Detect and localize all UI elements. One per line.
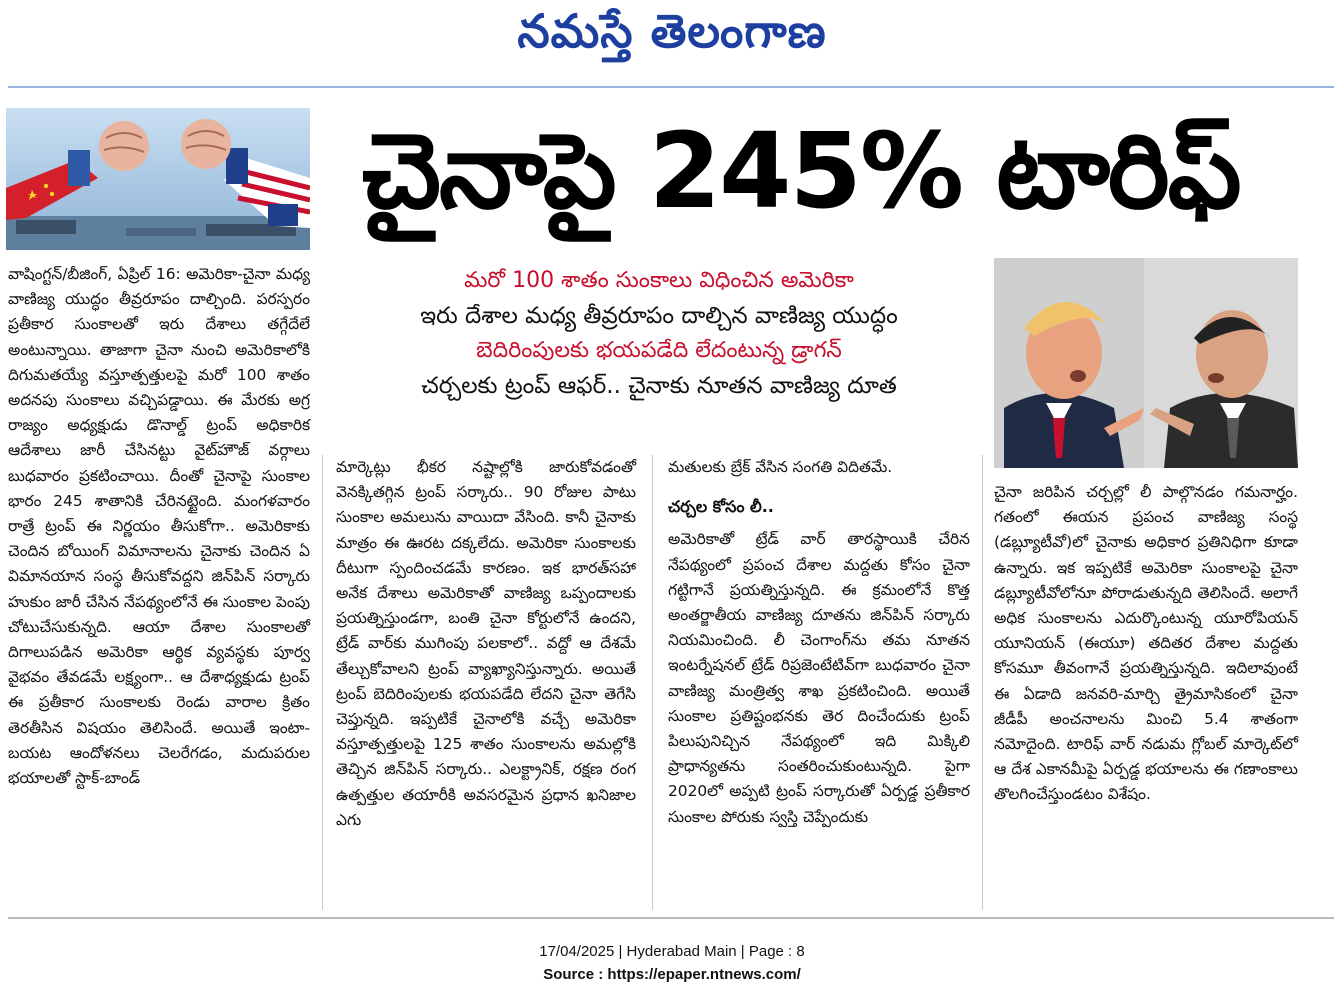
main-headline: చైనాపై 245% టారిఫ్ xyxy=(362,110,1242,232)
masthead-divider xyxy=(8,86,1334,88)
edition-info: 17/04/2025 | Hyderabad Main | Page : 8 xyxy=(539,943,805,960)
source-link[interactable]: Source : https://epaper.ntnews.com/ xyxy=(543,966,801,983)
column-3-intro: మతులకు బ్రేక్ వేసిన సంగతి విదితమే. xyxy=(668,458,893,476)
deck-line-2: ఇరు దేశాల మధ్య తీవ్రరూపం దాల్చిన వాణిజ్య… xyxy=(420,303,898,329)
sub-headlines: మరో 100 శాతం సుంకాలు విధించిన అమెరికా ఇర… xyxy=(334,264,984,404)
deck-line-1: మరో 100 శాతం సుంకాలు విధించిన అమెరికా xyxy=(464,268,854,293)
article-column-4: చైనా జరిపిన చర్చల్లో లీ పాల్గొనడం గమనార్… xyxy=(994,480,1298,808)
deck-line-3: బెదిరింపులకు భయపడేది లేదంటున్న డ్రాగన్ xyxy=(476,338,842,363)
article-column-3: మతులకు బ్రేక్ వేసిన సంగతి విదితమే. చర్చల… xyxy=(668,455,970,830)
leaders-photo xyxy=(994,258,1298,468)
article-column-1: వాషింగ్టన్/బీజింగ్, ఏప్రిల్ 16: అమెరికా-… xyxy=(8,262,310,791)
column-2-text: మార్కెట్లు భీకర నష్టాల్లోకి జారుకోవడంతో … xyxy=(336,458,636,829)
deck-line-4: చర్చలకు ట్రంప్ ఆఫర్.. చైనాకు నూతన వాణిజ్… xyxy=(421,373,897,399)
column-1-text: వాషింగ్టన్/బీజింగ్, ఏప్రిల్ 16: అమెరికా-… xyxy=(8,265,310,788)
column-4-text: చైనా జరిపిన చర్చల్లో లీ పాల్గొనడం గమనార్… xyxy=(994,483,1298,804)
column-3-subheading: చర్చల కోసం లీ.. xyxy=(668,497,774,517)
article-column-2: మార్కెట్లు భీకర నష్టాల్లోకి జారుకోవడంతో … xyxy=(336,455,636,833)
column-divider xyxy=(652,455,653,910)
footer-divider xyxy=(8,917,1334,919)
column-3-text: అమెరికాతో ట్రేడ్ వార్ తారస్థాయికి చేరిన … xyxy=(668,530,970,826)
column-divider xyxy=(982,455,983,910)
trade-war-cartoon xyxy=(6,108,310,250)
masthead-logo: నమస్తే తెలంగాణ xyxy=(517,4,827,58)
column-divider xyxy=(322,455,323,910)
